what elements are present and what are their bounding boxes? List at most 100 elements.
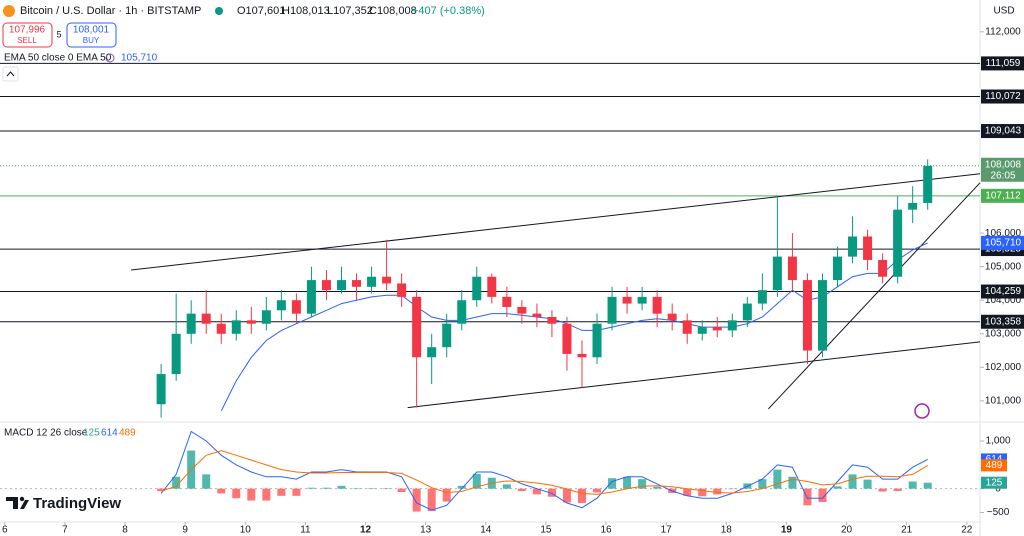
candle-body — [186, 313, 196, 334]
candle-body — [577, 353, 587, 358]
candle-body — [472, 276, 482, 301]
sell-price: 107,996 — [9, 25, 46, 36]
candle-body — [802, 280, 812, 351]
candle-body — [652, 296, 662, 314]
currency: USD — [993, 6, 1014, 17]
macd-histogram-bar — [307, 487, 316, 489]
buy-price: 108,001 — [73, 25, 110, 36]
collapse-icon — [6, 71, 15, 77]
spread: 5 — [56, 29, 61, 39]
candle-body — [291, 300, 301, 314]
macd-tick-label: −500 — [987, 507, 1010, 518]
candle-body — [532, 313, 542, 317]
macd-histogram-bar — [848, 474, 857, 489]
assistant-icon[interactable] — [914, 403, 930, 419]
macd-histogram-bar — [758, 479, 767, 489]
ohlc-close: C108,008 — [369, 5, 417, 17]
market-status — [215, 7, 223, 15]
candle-body — [216, 323, 226, 334]
collapse-button[interactable] — [2, 66, 19, 82]
support-label: 107,112 — [985, 190, 1021, 201]
brand-icon-slash — [20, 500, 29, 509]
y-tick-label: 112,000 — [985, 26, 1021, 37]
macd-legend-signal: 489 — [119, 428, 136, 439]
macd-histogram-bar — [623, 476, 632, 489]
candle-body — [502, 296, 512, 307]
ohlc-high: H108,013 — [282, 5, 330, 17]
macd-legend-macd: 614 — [101, 428, 118, 439]
macd-histogram-bar — [202, 474, 211, 489]
macd-histogram-bar — [382, 488, 391, 489]
macd-histogram-bar — [367, 488, 376, 489]
candle-body — [682, 320, 692, 334]
ema-legend[interactable]: EMA 50 close 0 EMA 50 — [4, 53, 112, 64]
candle-body — [742, 303, 752, 321]
x-tick-label: 19 — [781, 525, 793, 536]
macd-histogram-bar — [412, 488, 421, 512]
candle-body — [246, 320, 256, 324]
x-tick-label: 21 — [901, 525, 913, 536]
candle-body — [622, 296, 632, 304]
x-tick-label: 10 — [240, 525, 252, 536]
brand-name: TradingView — [33, 495, 121, 512]
macd-histogram-bar — [442, 488, 451, 502]
macd-histogram-bar — [863, 479, 872, 489]
buy-button[interactable] — [66, 22, 117, 48]
candle-body — [547, 317, 557, 324]
signal-line — [160, 450, 928, 495]
price-axis: 112,000 106,000 105,000 104,000 103,000 102,0… — [980, 26, 1024, 407]
level-label-box — [981, 124, 1024, 139]
macd-histogram-bar — [322, 487, 331, 489]
macd-histogram-bar — [457, 485, 466, 489]
candle-body — [727, 320, 737, 331]
macd-histogram-bar — [172, 476, 181, 489]
symbol-title[interactable]: Bitcoin / U.S. Dollar · 1h · BITSTAMP — [20, 5, 201, 17]
macd-histogram-bar — [803, 488, 812, 506]
macd-legend-hist: 125 — [83, 428, 100, 439]
macd-histogram-bar — [923, 482, 932, 489]
macd-legend[interactable]: MACD 12 26 close — [4, 428, 88, 439]
x-tick-label: 20 — [841, 525, 853, 536]
candle-body — [412, 296, 422, 358]
macd-histogram-bar — [517, 488, 526, 492]
x-tick-label: 13 — [420, 525, 432, 536]
macd-histogram-bar — [232, 488, 241, 499]
candle-body — [352, 280, 362, 287]
candle-body — [697, 327, 707, 334]
x-tick-label: 17 — [661, 525, 673, 536]
brand-icon — [6, 497, 18, 509]
hist-value: 125 — [986, 477, 1003, 488]
signal-value-box — [981, 459, 1007, 472]
buy-label: BUY — [83, 36, 100, 45]
candle-body — [908, 202, 918, 210]
ema-label-box — [981, 235, 1024, 250]
x-tick-label: 11 — [300, 525, 311, 536]
candle-body — [201, 313, 211, 324]
candle-body — [637, 296, 647, 304]
level-label: 110,072 — [985, 91, 1021, 102]
x-tick-label: 18 — [721, 525, 733, 536]
macd-histogram-bar — [337, 485, 346, 489]
macd-histogram-bar — [292, 488, 301, 496]
macd-histogram-bar — [352, 488, 361, 489]
level-label-box — [981, 56, 1024, 71]
y-tick-label: 103,000 — [985, 328, 1022, 339]
macd-histogram-bar — [157, 488, 166, 492]
candle-body — [156, 374, 166, 405]
level-label: 103,358 — [985, 316, 1022, 327]
candle-body — [397, 283, 407, 297]
macd-line — [160, 430, 928, 511]
candle-body — [833, 256, 843, 281]
macd-histogram-bar — [608, 478, 617, 489]
sell-button[interactable] — [2, 22, 53, 48]
macd-histogram-bar — [683, 488, 692, 496]
macd-histogram-bar — [547, 488, 556, 497]
macd-histogram-bar — [277, 488, 286, 496]
candle-body — [171, 333, 181, 375]
candle-body — [427, 347, 437, 358]
level-label-box — [981, 314, 1024, 329]
candle-body — [276, 300, 286, 311]
ema-icon — [105, 53, 115, 63]
macd-histogram-bar — [908, 481, 917, 489]
